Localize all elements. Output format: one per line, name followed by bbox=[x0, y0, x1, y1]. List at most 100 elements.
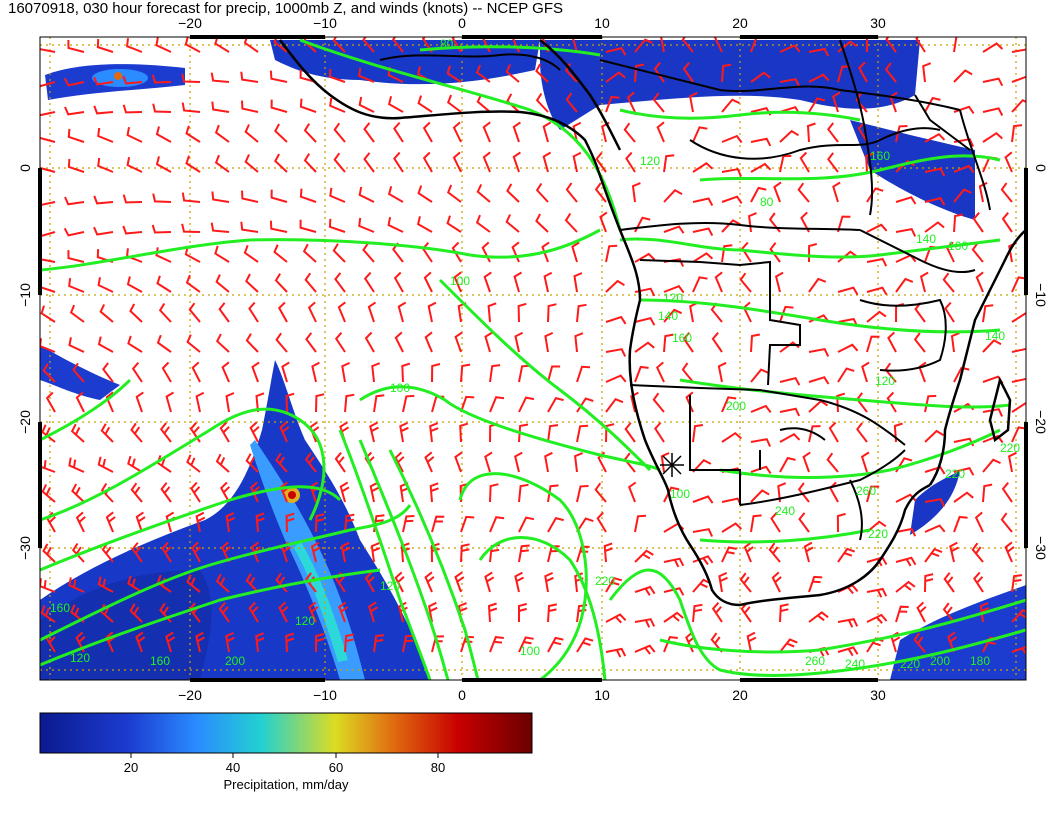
wind-barb bbox=[40, 44, 56, 53]
wind-barb bbox=[281, 361, 290, 383]
wind-barb bbox=[861, 361, 870, 383]
wind-barb bbox=[454, 571, 465, 593]
contour-label: 120 bbox=[663, 291, 683, 305]
wind-barb bbox=[240, 71, 259, 83]
colorbar-tick: 60 bbox=[329, 760, 343, 775]
wind-barb bbox=[837, 367, 855, 383]
wind-barb bbox=[924, 167, 946, 177]
wind-barb bbox=[750, 404, 772, 414]
wind-barb bbox=[152, 103, 172, 113]
wind-barb bbox=[155, 156, 172, 173]
wind-barb bbox=[93, 105, 114, 115]
wind-barb bbox=[565, 92, 578, 113]
border bbox=[759, 427, 826, 470]
wind-barb bbox=[165, 631, 176, 653]
wind-barb bbox=[514, 451, 523, 473]
wind-barb bbox=[67, 39, 85, 53]
contour-line bbox=[458, 472, 588, 680]
wind-barb bbox=[895, 159, 916, 173]
wind-barb bbox=[535, 182, 549, 203]
wind-barb bbox=[518, 483, 529, 503]
wind-barb bbox=[837, 547, 856, 563]
wind-barb bbox=[895, 493, 917, 503]
wind-barb bbox=[93, 76, 114, 86]
wind-barb bbox=[181, 102, 201, 113]
wind-barb bbox=[45, 391, 56, 413]
wind-barb bbox=[978, 181, 988, 203]
wind-barb bbox=[219, 481, 231, 503]
wind-barb bbox=[255, 632, 265, 653]
wind-barb bbox=[915, 37, 926, 53]
wind-barb bbox=[924, 498, 946, 507]
wind-barb bbox=[974, 511, 984, 533]
wind-barb bbox=[299, 69, 317, 83]
wind-barb bbox=[63, 77, 85, 87]
contour-line bbox=[719, 428, 1001, 479]
wind-barb bbox=[130, 422, 143, 443]
wind-barb bbox=[692, 603, 703, 623]
wind-barb bbox=[982, 42, 1004, 53]
wind-barb bbox=[100, 423, 114, 443]
wind-barb bbox=[574, 332, 584, 353]
wind-barb bbox=[681, 37, 694, 53]
wind-barb bbox=[855, 92, 868, 113]
wind-barb bbox=[483, 271, 492, 293]
wind-barb bbox=[97, 277, 114, 293]
contour-line bbox=[659, 598, 1026, 654]
wind-barb bbox=[750, 368, 769, 383]
wind-barb bbox=[393, 121, 404, 143]
coastlines bbox=[279, 39, 1026, 607]
wind-barb bbox=[663, 154, 675, 173]
wind-barb bbox=[972, 212, 984, 233]
wind-barb bbox=[885, 37, 897, 53]
wind-barb bbox=[982, 77, 1004, 87]
bottom-lon-tick: −20 bbox=[178, 687, 202, 703]
wind-barb bbox=[543, 271, 553, 293]
wind-barb bbox=[401, 362, 411, 383]
wind-barb bbox=[971, 242, 984, 263]
contour-label: 220 bbox=[595, 574, 615, 588]
wind-barb bbox=[303, 153, 317, 173]
wind-barb bbox=[721, 522, 743, 533]
wind-barb bbox=[572, 151, 582, 173]
wind-barb bbox=[663, 189, 683, 203]
border bbox=[619, 221, 861, 231]
wind-barb bbox=[750, 465, 772, 474]
wind-barb bbox=[67, 158, 85, 173]
wind-barb bbox=[489, 396, 505, 413]
wind-barb bbox=[739, 572, 752, 593]
wind-barb bbox=[454, 331, 463, 353]
wind-barb bbox=[692, 197, 714, 207]
wind-barb bbox=[750, 333, 761, 353]
bottom-lon-axis: −20 −10 0 10 20 30 bbox=[178, 687, 886, 703]
wind-barb bbox=[328, 68, 346, 83]
wind-barb bbox=[344, 513, 355, 533]
wind-barb bbox=[131, 362, 143, 383]
wind-barb bbox=[156, 275, 172, 293]
wind-barb bbox=[67, 128, 85, 143]
precip-east-africa bbox=[850, 120, 975, 220]
wind-barb bbox=[489, 364, 501, 383]
wind-barb bbox=[127, 455, 143, 473]
wind-barb bbox=[627, 481, 637, 503]
wind-barb bbox=[605, 279, 625, 293]
wind-barb bbox=[547, 636, 564, 653]
wind-barb bbox=[332, 243, 346, 263]
wind-barb bbox=[392, 37, 404, 53]
wind-barb bbox=[544, 331, 554, 353]
wind-barb bbox=[1004, 151, 1013, 173]
wind-barb bbox=[953, 491, 974, 503]
wind-barb bbox=[249, 421, 260, 443]
wind-barb bbox=[518, 423, 529, 443]
wind-barb bbox=[1011, 645, 1026, 656]
wind-barb bbox=[541, 37, 549, 53]
wind-barb bbox=[887, 331, 897, 353]
wind-barb bbox=[688, 91, 698, 113]
wind-barb bbox=[185, 125, 201, 143]
wind-barb bbox=[487, 602, 498, 623]
wind-barb bbox=[215, 453, 230, 473]
contour-label: 160 bbox=[50, 601, 70, 615]
wind-barb bbox=[721, 195, 743, 204]
wind-barb bbox=[626, 91, 636, 113]
wind-barb bbox=[334, 452, 346, 473]
